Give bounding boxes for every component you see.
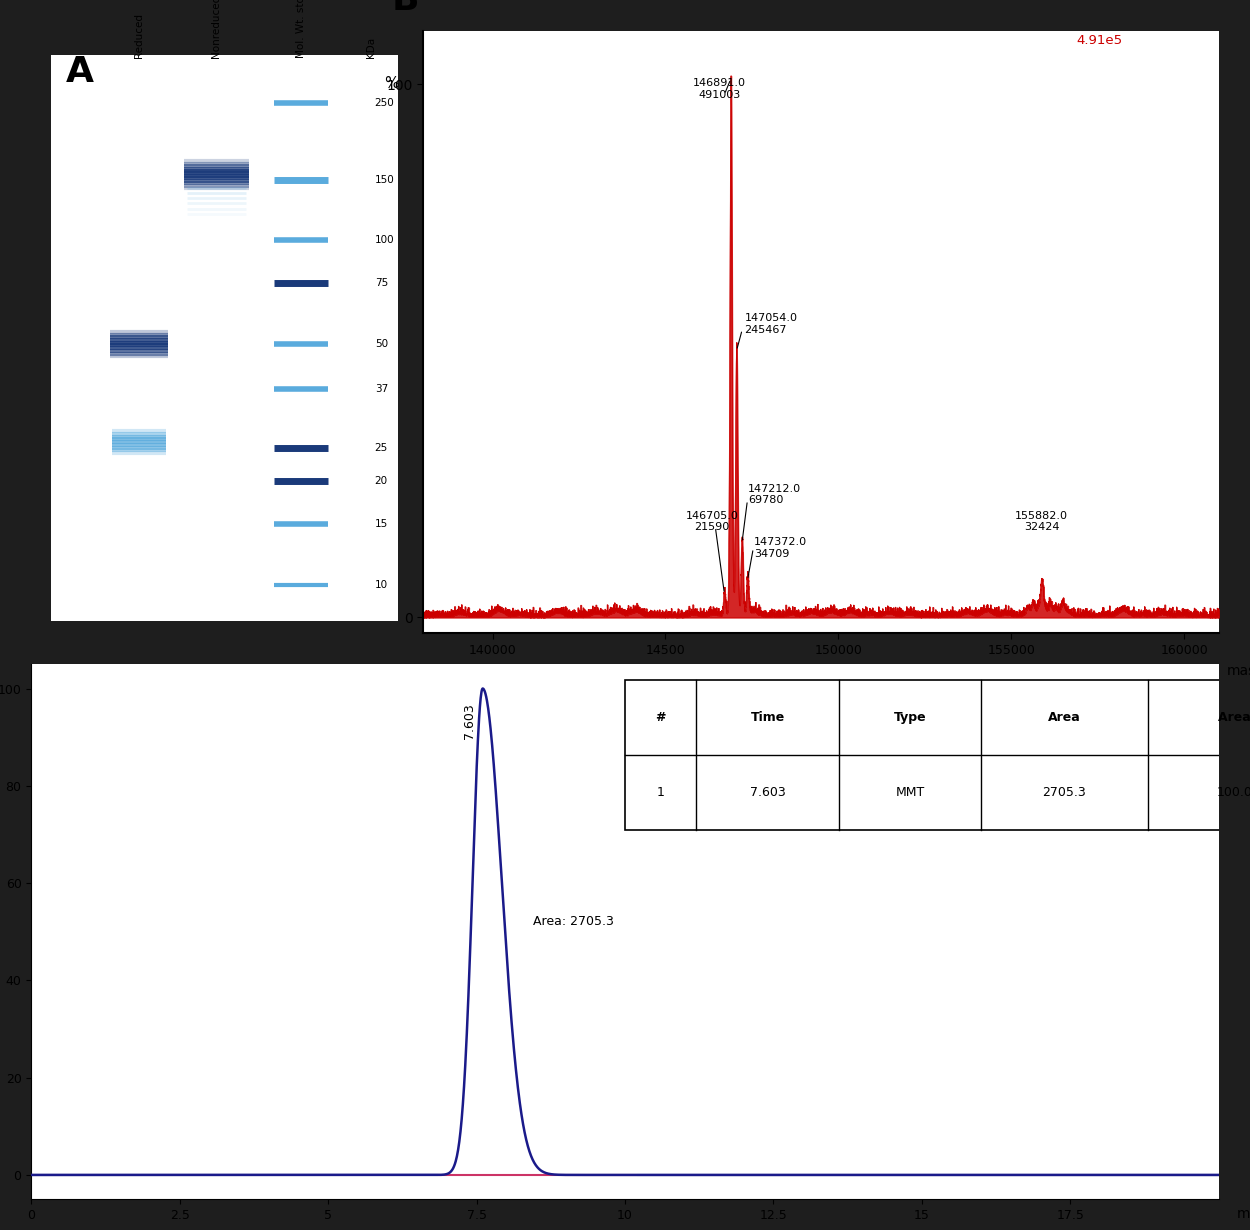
Y-axis label: %: % — [384, 76, 399, 91]
Text: B: B — [391, 0, 419, 16]
Text: 7.603: 7.603 — [750, 786, 785, 800]
Text: A: A — [66, 55, 94, 89]
Text: 50: 50 — [375, 339, 388, 349]
Text: 147054.0
245467: 147054.0 245467 — [744, 314, 798, 335]
Text: MMT: MMT — [895, 786, 925, 800]
Text: Time: Time — [750, 711, 785, 724]
Text: Nonreduced: Nonreduced — [211, 0, 221, 58]
Text: 2705.3: 2705.3 — [1042, 786, 1086, 800]
Text: 10: 10 — [375, 581, 388, 590]
Text: Area %: Area % — [1218, 711, 1250, 724]
Text: Area: Area — [1048, 711, 1081, 724]
Text: 155882.0
32424: 155882.0 32424 — [1015, 510, 1069, 533]
Text: Type: Type — [894, 711, 926, 724]
Text: min: min — [1236, 1207, 1250, 1220]
Text: #: # — [655, 711, 666, 724]
Text: 4.91e5: 4.91e5 — [1076, 33, 1122, 47]
Bar — [625, 680, 1250, 830]
Text: Area: 2705.3: Area: 2705.3 — [534, 915, 614, 929]
Text: 146891.0
491003: 146891.0 491003 — [694, 79, 746, 100]
Text: 7.603: 7.603 — [462, 704, 475, 739]
Text: KDa: KDa — [366, 37, 376, 58]
Text: 100.000: 100.000 — [1216, 786, 1250, 800]
Text: 15: 15 — [375, 519, 388, 529]
Text: mass: mass — [1226, 664, 1250, 678]
Text: 150: 150 — [375, 175, 395, 184]
Text: 1: 1 — [656, 786, 665, 800]
Text: 25: 25 — [375, 443, 388, 453]
Text: 100: 100 — [375, 235, 394, 245]
Text: Reduced: Reduced — [134, 12, 144, 58]
Text: 37: 37 — [375, 384, 388, 395]
Text: 146705.0
21590: 146705.0 21590 — [686, 510, 739, 533]
Text: 20: 20 — [375, 476, 388, 486]
Text: Mol. Wt. std: Mol. Wt. std — [296, 0, 306, 58]
Text: 250: 250 — [375, 98, 395, 108]
Text: 147212.0
69780: 147212.0 69780 — [749, 483, 801, 506]
Text: 75: 75 — [375, 278, 388, 288]
Text: 147372.0
34709: 147372.0 34709 — [754, 538, 808, 558]
